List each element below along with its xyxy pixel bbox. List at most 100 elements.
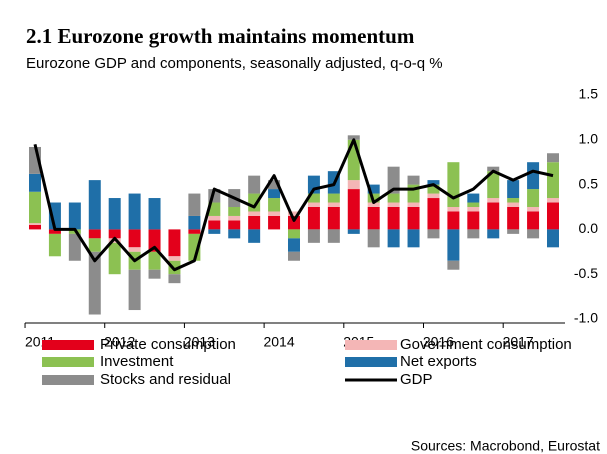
legend-swatch — [42, 375, 94, 385]
bar-segment — [487, 229, 500, 239]
y-tick-label: 1.5 — [579, 86, 599, 102]
bar-segment — [248, 211, 261, 216]
bar-segment — [68, 233, 81, 261]
bar-segment — [507, 180, 520, 199]
bar-segment — [228, 215, 241, 221]
x-tick-label: 2013 — [184, 334, 215, 350]
bar-segment — [507, 229, 520, 234]
bar-segment — [268, 198, 281, 212]
bar-segment — [547, 198, 559, 203]
legend-swatch — [345, 340, 397, 350]
bar-segment — [447, 229, 460, 261]
chart-title: 2.1 Eurozone growth maintains momentum — [26, 24, 415, 48]
bar-segment — [467, 193, 480, 203]
bar-segment — [447, 207, 460, 212]
legend-label: GDP — [400, 371, 433, 388]
bar-segment — [48, 233, 61, 257]
bar-segment — [208, 215, 221, 221]
bar-segment — [128, 269, 141, 311]
legend-label: Investment — [100, 353, 174, 370]
x-tick-label: 2012 — [104, 334, 135, 350]
bar-segment — [168, 274, 181, 284]
y-tick-label: 0.5 — [579, 175, 599, 191]
gdp-line — [33, 138, 554, 272]
bar-segment — [427, 229, 440, 239]
bar-segment — [327, 229, 340, 243]
bar-segment — [327, 193, 340, 203]
bar-segment — [387, 166, 400, 194]
bar-segment — [347, 229, 360, 234]
bar-segment — [29, 191, 41, 224]
bar-segment — [268, 215, 281, 230]
legend-label: Stocks and residual — [100, 371, 231, 388]
bar-segment — [188, 229, 201, 234]
bar-segment — [88, 251, 101, 315]
x-tick-label: 2016 — [423, 334, 454, 350]
bar-segment — [527, 211, 540, 230]
bar-segment — [288, 251, 300, 261]
bar-segment — [148, 229, 161, 252]
bar-segment — [447, 162, 460, 207]
bar-segment — [29, 224, 41, 230]
bar-segment — [527, 229, 540, 239]
legend-swatch — [345, 357, 397, 367]
bar-segment — [327, 202, 340, 207]
bar-segment — [387, 193, 400, 203]
bar-segment — [268, 180, 281, 190]
bar-segment — [228, 220, 241, 230]
x-tick-label: 2017 — [503, 334, 534, 350]
bar-segment — [48, 229, 61, 234]
bar-segment — [268, 211, 281, 216]
bar-segment — [128, 229, 141, 248]
legend-swatch — [42, 357, 94, 367]
bar-segment — [407, 202, 420, 207]
bar-segment — [467, 202, 480, 207]
bar-segment — [288, 238, 300, 252]
bar-segment — [288, 211, 300, 216]
bar-segment — [467, 211, 480, 230]
bar-segment — [487, 198, 500, 203]
bar-segment — [487, 202, 500, 230]
bar-segment — [467, 229, 480, 239]
bar-segment — [507, 202, 520, 207]
y-tick-label: 1.0 — [579, 131, 599, 147]
bar-segment — [248, 229, 261, 243]
bar-segment — [447, 260, 460, 270]
bar-segment — [527, 189, 540, 207]
bar-segment — [367, 202, 380, 207]
bar-segment — [168, 229, 181, 257]
y-tick-label: 0.0 — [579, 220, 599, 236]
bar-segment — [407, 207, 420, 230]
x-tick-label: 2014 — [263, 334, 294, 350]
bar-segment — [407, 229, 420, 248]
bar-segment — [347, 180, 360, 190]
bar-segment — [88, 238, 101, 252]
bar-segment — [168, 256, 181, 261]
source-note: Sources: Macrobond, Eurostat — [411, 438, 600, 454]
bar-segment — [527, 207, 540, 212]
bar-segment — [248, 215, 261, 230]
bar-segment — [427, 198, 440, 230]
bar-segment — [307, 202, 320, 207]
bar-segment — [128, 193, 141, 230]
bar-segment — [128, 247, 141, 252]
bar-segment — [148, 198, 161, 230]
bar-segment — [307, 207, 320, 230]
bar-segment — [387, 229, 400, 248]
bar-segment — [88, 180, 101, 230]
bar-segment — [108, 242, 121, 275]
bar-segment — [188, 193, 201, 216]
bar-segment — [288, 229, 300, 239]
bar-segment — [208, 220, 221, 230]
bar-segment — [447, 211, 460, 230]
bar-segment — [547, 162, 559, 199]
bar-segment — [487, 166, 500, 172]
bar-segment — [228, 207, 241, 216]
bar-segment — [407, 175, 420, 185]
y-tick-label: -1.0 — [574, 310, 598, 326]
bar-segment — [547, 202, 559, 230]
bar-segment — [108, 198, 121, 230]
bar-segment — [188, 215, 201, 230]
bar-segment — [507, 198, 520, 203]
bar-segment — [367, 207, 380, 230]
